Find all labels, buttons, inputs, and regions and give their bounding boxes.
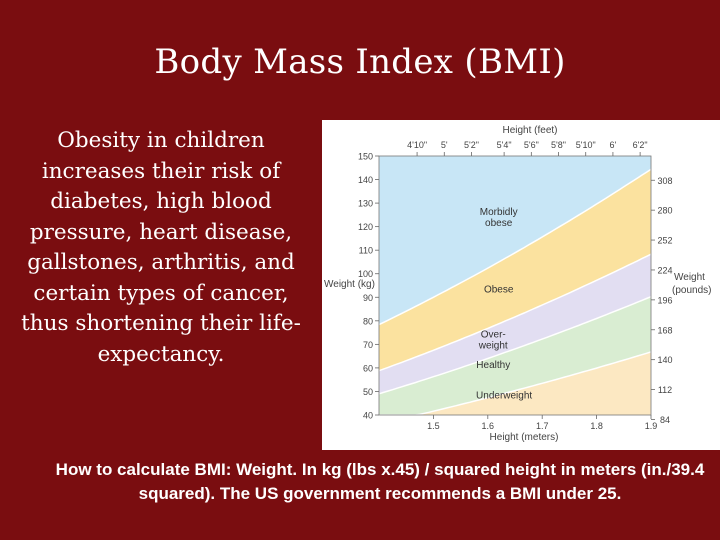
- band-label-morbidly-obese: Morbidly obese: [480, 207, 518, 229]
- slide-title: Body Mass Index (BMI): [154, 42, 566, 82]
- right-axis-title-line2: (pounds): [672, 285, 711, 296]
- band-underweight: [379, 351, 651, 415]
- bottom-axis-title: Height (meters): [490, 432, 559, 443]
- bmi-bands: [379, 156, 651, 415]
- right-tick-label: 280: [657, 206, 672, 216]
- band-healthy: [379, 296, 651, 415]
- y-tick-label: 80: [363, 316, 373, 326]
- plot-frame: [378, 155, 652, 416]
- top-tick-label: 6': [610, 140, 617, 150]
- body-text: Obesity in children increases their risk…: [21, 128, 301, 367]
- bmi-boundary-40: [378, 168, 652, 326]
- band-label-healthy: Healthy: [476, 360, 510, 371]
- top-tick-label: 5'2": [464, 140, 479, 150]
- bmi-chart-panel: Height (feet) Weight (kg) Weight (pounds…: [322, 120, 720, 450]
- right-tick-label: 308: [657, 176, 672, 186]
- right-tick-label: 224: [657, 265, 672, 275]
- right-tick-label: 168: [657, 325, 672, 335]
- band-obese: [379, 169, 651, 371]
- right-tick-label: 196: [657, 295, 672, 305]
- y-tick-label: 100: [358, 269, 373, 279]
- top-axis-title: Height (feet): [502, 125, 557, 136]
- x-tick-label: 1.9: [645, 421, 658, 431]
- bmi-chart: Height (feet) Weight (kg) Weight (pounds…: [324, 125, 711, 443]
- top-tick-label: 5'8": [551, 140, 566, 150]
- chart-axes: 40 50 60 70 80 90 100 110 120 130 140 150 84 112 140 16…: [358, 140, 673, 431]
- right-tick-label: 140: [657, 355, 672, 365]
- right-tick-label: 112: [658, 385, 672, 395]
- y-tick-label: 40: [363, 411, 373, 421]
- y-tick-label: 150: [358, 152, 373, 162]
- bmi-band-labels: Morbidly obese Obese Over-weight Healthy Unde…: [476, 207, 532, 402]
- top-tick-label: 4'10": [407, 140, 427, 150]
- top-tick-label: 5'10": [576, 140, 596, 150]
- y-tick-label: 140: [358, 175, 373, 185]
- band-label-obese: Obese: [484, 285, 514, 296]
- right-tick-label: 252: [657, 236, 672, 246]
- band-morbidly-obese: [379, 156, 651, 325]
- y-tick-label: 70: [363, 340, 373, 350]
- x-tick-label: 1.6: [482, 421, 495, 431]
- bmi-boundaries: [378, 168, 652, 416]
- left-axis-title: Weight (kg): [324, 279, 375, 290]
- x-tick-label: 1.5: [427, 421, 440, 431]
- band-over-weight: [379, 254, 651, 394]
- y-tick-label: 130: [358, 199, 373, 209]
- bmi-formula-caption: How to calculate BMI: Weight. In kg (lbs…: [55, 460, 705, 503]
- bmi-boundary-30: [378, 253, 652, 372]
- top-tick-label: 5': [441, 140, 448, 150]
- top-tick-label: 5'4": [497, 140, 512, 150]
- band-label-over-weight: Over-weight: [478, 329, 508, 351]
- bmi-boundary-25: [378, 296, 652, 395]
- y-tick-label: 60: [363, 363, 373, 373]
- y-tick-label: 120: [358, 222, 373, 232]
- band-label-underweight: Underweight: [476, 391, 532, 402]
- right-tick-label: 84: [660, 415, 670, 425]
- y-tick-label: 110: [359, 246, 373, 256]
- y-tick-label: 90: [363, 293, 373, 303]
- right-axis-title: Weight: [674, 272, 705, 283]
- top-tick-label: 6'2": [633, 140, 648, 150]
- top-tick-label: 5'6": [524, 140, 539, 150]
- bmi-boundary-18-5: [379, 351, 652, 416]
- y-tick-label: 50: [363, 387, 373, 397]
- x-tick-label: 1.8: [590, 421, 603, 431]
- x-tick-label: 1.7: [536, 421, 549, 431]
